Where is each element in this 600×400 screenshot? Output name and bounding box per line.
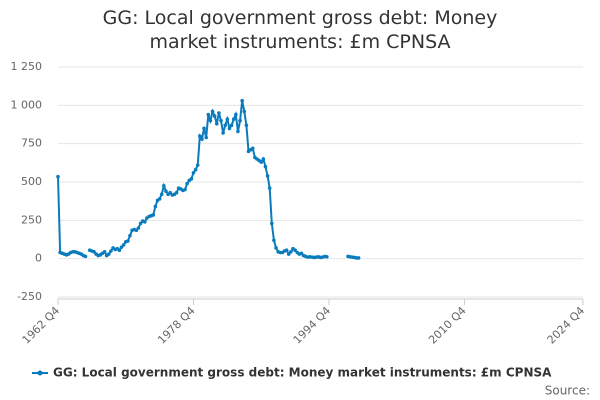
data-point — [293, 248, 297, 253]
data-line — [57, 100, 359, 259]
data-point — [221, 131, 225, 135]
x-tick-label: 2024 Q4 — [545, 304, 588, 347]
data-point — [325, 255, 329, 259]
data-point — [204, 135, 208, 140]
data-point — [265, 174, 270, 178]
data-point — [259, 160, 264, 164]
data-point — [128, 233, 132, 238]
data-point — [219, 118, 223, 123]
y-tick-label: 250 — [21, 213, 42, 226]
legend-label: GG: Local government gross debt: Money m… — [53, 366, 552, 380]
y-tick-label: 1 250 — [11, 60, 43, 73]
y-tick-label: 0 — [35, 252, 42, 265]
data-point — [151, 213, 156, 217]
data-point — [162, 184, 166, 188]
data-point — [267, 186, 272, 190]
data-point — [299, 251, 304, 256]
data-point — [159, 192, 164, 197]
y-tick-label: 500 — [21, 175, 42, 188]
data-point — [119, 245, 124, 249]
x-tick-label: 1962 Q4 — [20, 304, 63, 347]
data-point — [193, 167, 198, 172]
data-point — [261, 157, 266, 161]
data-point — [244, 123, 249, 128]
data-point — [229, 123, 234, 128]
x-tick-label: 1994 Q4 — [291, 304, 334, 347]
y-tick-label: -250 — [17, 290, 42, 303]
data-point — [223, 123, 228, 128]
data-point — [153, 204, 158, 209]
data-point — [236, 129, 240, 134]
data-point — [168, 190, 172, 195]
source: Source: — [545, 384, 590, 398]
data-point — [195, 163, 200, 167]
y-tick-label: 1 000 — [11, 98, 43, 111]
data-point — [107, 252, 111, 256]
x-tick-label: 2010 Q4 — [426, 304, 469, 347]
data-point — [212, 114, 217, 118]
data-point — [134, 228, 139, 233]
data-point — [284, 248, 289, 253]
data-point — [191, 171, 196, 175]
data-point — [234, 112, 238, 117]
data-point — [289, 249, 293, 254]
data-point — [83, 254, 88, 259]
data-point — [56, 174, 60, 179]
data-point — [286, 252, 291, 256]
data-point — [202, 126, 206, 131]
data-point — [217, 111, 221, 115]
data-point — [174, 190, 179, 195]
data-point — [208, 118, 213, 123]
data-point — [126, 239, 130, 243]
data-point — [138, 221, 143, 226]
data-point — [92, 249, 96, 254]
data-point — [200, 137, 204, 141]
data-point — [210, 109, 215, 114]
data-point — [164, 189, 168, 193]
data-point — [225, 117, 230, 121]
data-point — [136, 226, 141, 230]
data-point — [272, 238, 276, 243]
data-point — [240, 98, 244, 103]
data-point — [102, 249, 107, 254]
chart-title: GG: Local government gross debt: Money m… — [102, 7, 498, 53]
x-tick-label: 1978 Q4 — [155, 304, 198, 347]
data-point — [189, 177, 194, 181]
data-point — [238, 118, 242, 123]
data-point — [157, 197, 162, 201]
data-point — [242, 109, 247, 114]
data-point — [214, 121, 219, 126]
data-point — [227, 126, 232, 131]
data-point — [356, 256, 361, 260]
data-point — [185, 181, 189, 186]
data-point — [263, 164, 268, 169]
data-point — [121, 243, 126, 247]
data-point — [206, 112, 211, 117]
data-point — [198, 134, 202, 138]
data-point — [274, 246, 278, 250]
y-tick-label: 750 — [21, 137, 42, 150]
data-point — [270, 221, 274, 226]
data-point — [231, 117, 236, 121]
data-point — [117, 248, 122, 253]
data-point — [109, 249, 113, 253]
data-point — [142, 220, 147, 224]
data-point — [183, 187, 187, 192]
data-point — [250, 146, 255, 151]
legend-swatch-dot — [37, 370, 43, 376]
